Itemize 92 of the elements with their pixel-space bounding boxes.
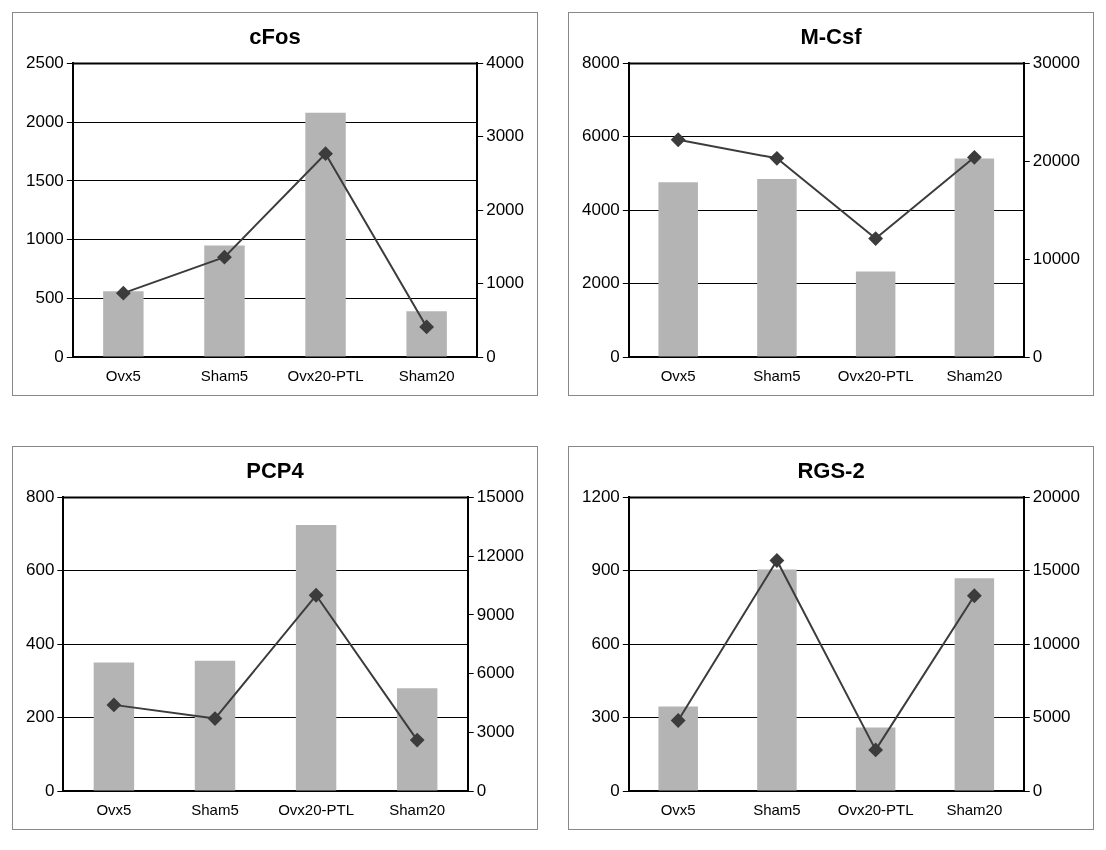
x-tick-label: Ovx20-PTL (287, 367, 364, 385)
y-tick-label: 0 (44, 780, 55, 800)
bar (757, 179, 797, 357)
x-tick-label: Ovx20-PTL (837, 367, 914, 385)
y-tick-label: 6000 (581, 126, 620, 146)
y-tick-label: 8000 (581, 53, 620, 73)
point (868, 231, 883, 246)
x-tick-label: Sham5 (753, 801, 801, 819)
y2-tick-label: 4000 (486, 53, 525, 73)
point (309, 588, 324, 603)
y-tick-label: 300 (591, 707, 620, 727)
chart-title: PCP4 (246, 458, 305, 484)
x-tick-label: Ovx5 (96, 801, 132, 819)
point (967, 150, 982, 165)
point (769, 553, 784, 568)
y2-tick-label: 20000 (1032, 487, 1081, 507)
y2-tick-label: 0 (1032, 346, 1043, 366)
y-tick-label: 200 (25, 707, 55, 727)
y-tick-label: 500 (35, 287, 64, 307)
bar (396, 688, 438, 791)
x-tick-label: Sham20 (946, 367, 1003, 385)
bar (658, 182, 698, 357)
y-tick-label: 1500 (25, 170, 64, 190)
y-tick-label: 1000 (25, 229, 64, 249)
y2-tick-label: 3000 (486, 126, 525, 146)
bar (658, 706, 698, 791)
bar (855, 727, 896, 791)
bar (194, 660, 236, 791)
y2-tick-label: 12000 (476, 545, 525, 565)
y2-tick-label: 20000 (1032, 150, 1081, 170)
bar (954, 158, 995, 357)
x-tick-label: Ovx5 (660, 801, 696, 819)
y-tick-label: 1200 (581, 487, 620, 507)
y2-tick-label: 3000 (476, 721, 515, 741)
x-tick-label: Sham5 (191, 801, 239, 819)
bar (406, 311, 447, 357)
y2-tick-label: 6000 (476, 663, 515, 683)
y2-tick-label: 0 (1032, 780, 1043, 800)
y2-tick-label: 9000 (476, 604, 515, 624)
y2-tick-label: 10000 (1032, 248, 1081, 268)
point (116, 286, 131, 301)
y2-tick-label: 1000 (486, 273, 525, 293)
y2-tick-label: 0 (486, 346, 496, 366)
x-tick-label: Ovx5 (105, 367, 141, 385)
x-tick-label: Sham5 (753, 367, 801, 385)
y-tick-label: 2000 (581, 273, 620, 293)
x-tick-label: Sham20 (389, 801, 446, 819)
y-tick-label: 0 (610, 346, 620, 366)
point (217, 250, 232, 265)
y-tick-label: 400 (25, 633, 55, 653)
x-tick-label: Ovx20-PTL (278, 801, 355, 819)
y2-tick-label: 10000 (1032, 633, 1081, 653)
bar (305, 112, 346, 357)
y-tick-label: 2000 (25, 111, 64, 131)
y2-tick-label: 5000 (1032, 707, 1071, 727)
y-tick-label: 2500 (25, 53, 64, 73)
y-tick-label: 4000 (581, 199, 620, 219)
x-tick-label: Sham20 (398, 367, 455, 385)
bar (204, 245, 245, 357)
y-tick-label: 0 (610, 780, 620, 800)
y2-tick-label: 2000 (486, 199, 525, 219)
y2-tick-label: 15000 (1032, 560, 1081, 580)
point (106, 697, 121, 712)
point (410, 733, 425, 748)
x-tick-label: Sham5 (200, 367, 249, 385)
bar (93, 662, 135, 791)
chart-title: RGS-2 (797, 458, 865, 484)
point (671, 713, 686, 728)
bar (295, 524, 337, 791)
y2-tick-label: 30000 (1032, 53, 1081, 73)
y-tick-label: 900 (591, 560, 620, 580)
x-tick-label: Ovx5 (660, 367, 696, 385)
point (769, 151, 784, 166)
x-tick-label: Sham20 (946, 801, 1003, 819)
y-tick-label: 800 (25, 487, 55, 507)
point (208, 711, 222, 726)
bar (757, 569, 797, 791)
y2-tick-label: 0 (476, 780, 487, 800)
point (671, 132, 686, 147)
point (967, 588, 982, 603)
bar (103, 291, 144, 357)
chart-title: M-Csf (800, 24, 863, 50)
bar (855, 271, 896, 357)
y-tick-label: 0 (54, 346, 64, 366)
bar (954, 578, 995, 791)
x-tick-label: Ovx20-PTL (837, 801, 914, 819)
point (868, 742, 883, 757)
point (318, 146, 333, 161)
y2-tick-label: 15000 (476, 487, 525, 507)
y-tick-label: 600 (591, 633, 620, 653)
chart-title: cFos (249, 24, 301, 50)
y-tick-label: 600 (25, 560, 55, 580)
